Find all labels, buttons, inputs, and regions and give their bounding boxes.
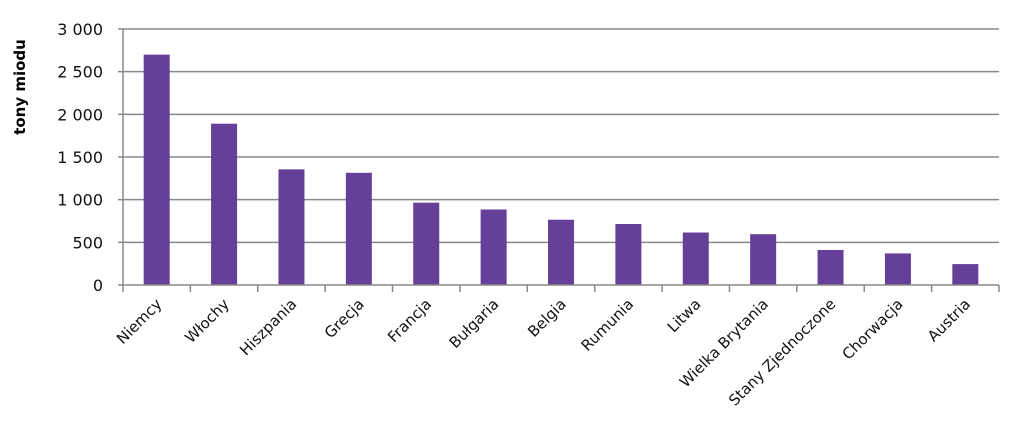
x-tick-label: Austria [924, 295, 974, 345]
x-tick-label: Niemcy [113, 295, 166, 348]
y-tick-label: 0 [93, 276, 103, 295]
x-tick-label: Hiszpania [236, 295, 300, 359]
axes [118, 28, 1000, 292]
gridlines [123, 28, 999, 244]
bar [615, 223, 642, 285]
bar [211, 123, 238, 285]
y-tick-labels: 0 500 1 000 1 500 2 000 2 500 3 000 [57, 20, 103, 295]
y-tick-label: 1 000 [57, 191, 103, 210]
x-tick-label: Chorwacja [839, 295, 907, 363]
y-tick-label: 1 500 [57, 148, 103, 167]
bar [952, 264, 979, 285]
y-tick-label: 2 000 [57, 105, 103, 124]
x-tick-label: Grecja [321, 295, 368, 342]
x-tick-labels: Niemcy Włochy Hiszpania Grecja Francja Bułgar… [113, 295, 974, 409]
y-tick-label: 3 000 [57, 20, 103, 39]
x-tick-label: Francja [384, 295, 435, 346]
bar [548, 219, 574, 285]
bar [480, 209, 507, 285]
y-tick-label: 500 [72, 233, 103, 252]
bar [345, 172, 372, 285]
bar [884, 253, 911, 285]
bar [817, 250, 844, 285]
bars [143, 54, 979, 285]
y-tick-label: 2 500 [57, 63, 103, 82]
x-tick-label: Rumunia [578, 295, 638, 355]
y-axis-label: tony miodu [11, 39, 29, 135]
bar [750, 234, 777, 285]
bar [413, 202, 440, 285]
x-tick-label: Belgia [524, 295, 570, 341]
x-tick-label: Bułgaria [446, 295, 503, 352]
bar [278, 169, 305, 285]
x-tick-label: Litwa [664, 295, 705, 336]
x-tick-label: Włochy [181, 295, 233, 347]
bar [143, 54, 170, 285]
bar [682, 232, 709, 285]
